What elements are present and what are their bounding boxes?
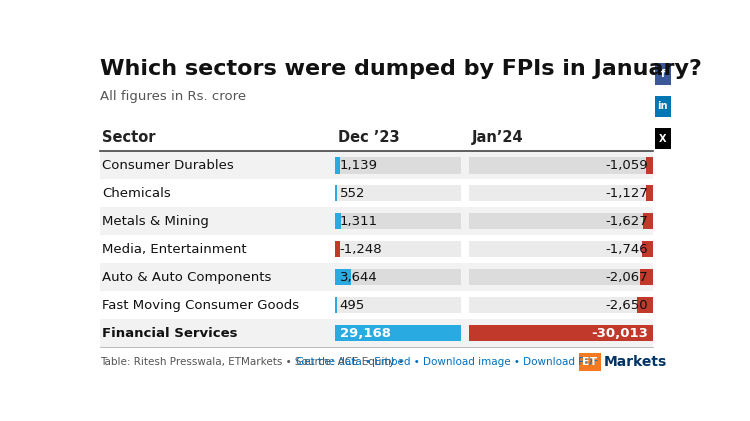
Bar [335,297,337,313]
Bar [335,269,351,285]
Text: Consumer Durables: Consumer Durables [103,159,234,172]
Text: Dec ’23: Dec ’23 [338,130,400,145]
Bar [642,241,653,257]
Text: Table: Ritesh Presswala, ETMarkets • Source: ACE Equity •: Table: Ritesh Presswala, ETMarkets • Sou… [100,357,406,368]
Bar [469,185,653,202]
Text: Metals & Mining: Metals & Mining [103,215,209,228]
Text: -1,248: -1,248 [340,243,382,256]
Text: -1,059: -1,059 [606,159,648,172]
Text: Sector: Sector [103,130,156,145]
Text: -1,746: -1,746 [606,243,648,256]
Bar [469,269,653,285]
Text: 3,644: 3,644 [340,271,377,284]
Bar [646,185,653,202]
Bar [335,185,461,202]
Text: -2,067: -2,067 [606,271,648,284]
Bar [335,269,461,285]
Bar [335,157,340,173]
Bar [100,152,653,179]
Bar [469,297,653,313]
Bar [655,128,671,149]
Text: Financial Services: Financial Services [103,327,238,340]
Bar [335,213,340,229]
Text: 1,311: 1,311 [340,215,378,228]
Bar [100,207,653,235]
Bar [655,96,671,117]
Text: Jan’24: Jan’24 [472,130,524,145]
Text: Auto & Auto Components: Auto & Auto Components [103,271,272,284]
Bar [655,64,671,85]
Text: -1,627: -1,627 [605,215,648,228]
Bar [643,213,653,229]
Bar [469,157,653,173]
Bar [335,157,461,173]
Bar [100,263,653,291]
Bar [469,325,653,341]
Bar [646,157,653,173]
Text: All figures in Rs. crore: All figures in Rs. crore [100,90,246,103]
Text: 1,139: 1,139 [340,159,377,172]
Text: -1,127: -1,127 [605,187,648,200]
Bar [100,291,653,319]
Bar [335,185,338,202]
Bar [335,325,461,341]
Text: 495: 495 [340,298,364,312]
Text: Media, Entertainment: Media, Entertainment [103,243,247,256]
Text: Fast Moving Consumer Goods: Fast Moving Consumer Goods [103,298,299,312]
Bar [637,297,653,313]
Text: Chemicals: Chemicals [103,187,171,200]
Bar [100,319,653,347]
Text: -30,013: -30,013 [592,327,648,340]
Bar [469,325,653,341]
Bar [335,241,340,257]
Text: ET: ET [583,357,598,367]
Text: f: f [661,69,665,79]
Text: Get the data • Embed • Download image • Download PDF: Get the data • Embed • Download image • … [296,357,598,368]
Text: Which sectors were dumped by FPIs in January?: Which sectors were dumped by FPIs in Jan… [100,59,701,79]
Bar [335,241,461,257]
Bar [335,297,461,313]
Text: -2,650: -2,650 [606,298,648,312]
Text: 29,168: 29,168 [340,327,391,340]
Text: Markets: Markets [604,355,668,369]
Bar [469,213,653,229]
Bar [640,269,653,285]
Bar [579,353,602,371]
Text: 552: 552 [340,187,365,200]
Text: in: in [658,101,668,112]
Bar [100,235,653,263]
Bar [469,241,653,257]
Bar [100,179,653,207]
Bar [335,325,461,341]
Text: X: X [659,134,667,144]
Bar [335,213,461,229]
